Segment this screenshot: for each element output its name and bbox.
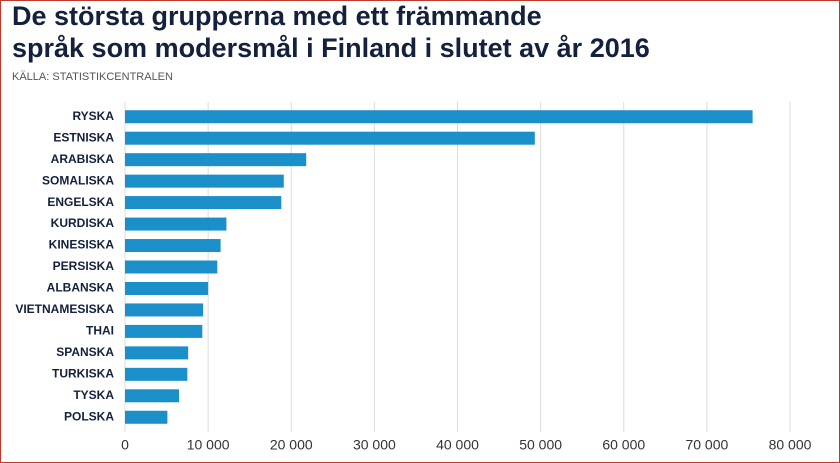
x-tick-label: 60 000 — [602, 437, 645, 453]
category-label: KINESISKA — [49, 238, 115, 252]
category-label: VIETNAMESISKA — [15, 302, 114, 316]
x-tick-label: 50 000 — [519, 437, 562, 453]
bar — [125, 131, 535, 145]
x-tick-label: 0 — [121, 437, 129, 453]
bar — [125, 196, 282, 210]
x-tick-label: 70 000 — [685, 437, 728, 453]
category-label: PERSISKA — [53, 259, 115, 273]
bar — [125, 324, 203, 338]
bar — [125, 389, 180, 403]
chart-title: De största grupperna med ett främmande — [12, 1, 542, 31]
category-label: RYSKA — [72, 109, 114, 123]
x-tick-label: 10 000 — [187, 437, 230, 453]
category-label: ALBANSKA — [47, 281, 115, 295]
bar — [125, 260, 218, 274]
category-label: TURKISKA — [52, 367, 114, 381]
category-label: SOMALISKA — [42, 173, 114, 187]
category-label: ENGELSKA — [47, 195, 114, 209]
bar — [125, 367, 188, 381]
chart-title: språk som modersmål i Finland i slutet a… — [12, 33, 650, 63]
category-label: ARABISKA — [51, 152, 115, 166]
bar — [125, 303, 204, 317]
category-label: KURDISKA — [51, 216, 115, 230]
bar — [125, 239, 221, 253]
bar — [125, 410, 168, 424]
x-tick-label: 80 000 — [769, 437, 812, 453]
bar — [125, 153, 307, 167]
subtitle: KÄLLA: STATISTIKCENTRALEN — [12, 71, 173, 83]
category-label: THAI — [86, 324, 114, 338]
bar — [125, 217, 227, 231]
category-label: POLSKA — [64, 409, 114, 423]
category-label: ESTNISKA — [53, 130, 114, 144]
x-tick-label: 30 000 — [353, 437, 396, 453]
bar — [125, 281, 209, 295]
bar — [125, 174, 284, 188]
category-label: SPANSKA — [56, 345, 114, 359]
bar — [125, 346, 189, 360]
category-label: TYSKA — [73, 388, 114, 402]
x-tick-label: 20 000 — [270, 437, 313, 453]
x-tick-label: 40 000 — [436, 437, 479, 453]
bar — [125, 110, 753, 124]
